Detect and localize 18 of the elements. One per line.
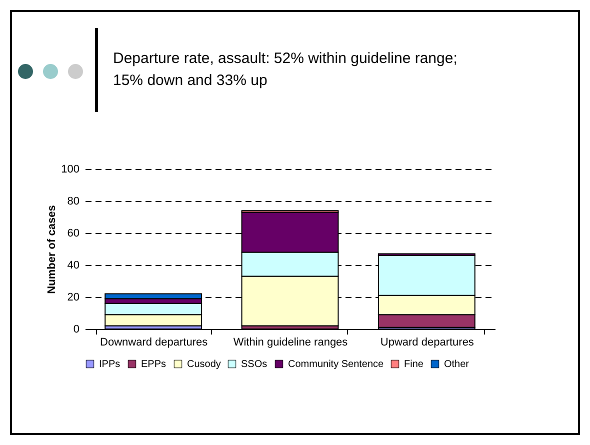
y-tick-label: 0 bbox=[73, 324, 80, 336]
y-tick-label: 60 bbox=[67, 228, 80, 240]
legend-label: Fine bbox=[404, 359, 424, 370]
x-tick-label: Within guideline ranges bbox=[233, 336, 348, 348]
y-tick-label: 100 bbox=[61, 164, 80, 176]
legend-label: Cusody bbox=[187, 359, 221, 370]
y-axis-title: Number of cases bbox=[46, 205, 58, 294]
legend-label: SSOs bbox=[241, 359, 268, 370]
x-tick-label: Downward departures bbox=[100, 336, 208, 348]
y-tick-label: 40 bbox=[67, 260, 80, 272]
chart-title: Departure rate, assault: 52% within guideline range; 15% down and 33% up bbox=[113, 49, 458, 91]
legend-label: IPPs bbox=[99, 359, 120, 370]
y-tick-label: 20 bbox=[67, 292, 80, 304]
x-tick-label: Upward departures bbox=[380, 336, 474, 348]
y-tick-label: 80 bbox=[67, 196, 80, 208]
legend-label: EPPs bbox=[141, 359, 166, 370]
legend-label: Other bbox=[444, 359, 470, 370]
legend-label: Community Sentence bbox=[288, 359, 384, 370]
